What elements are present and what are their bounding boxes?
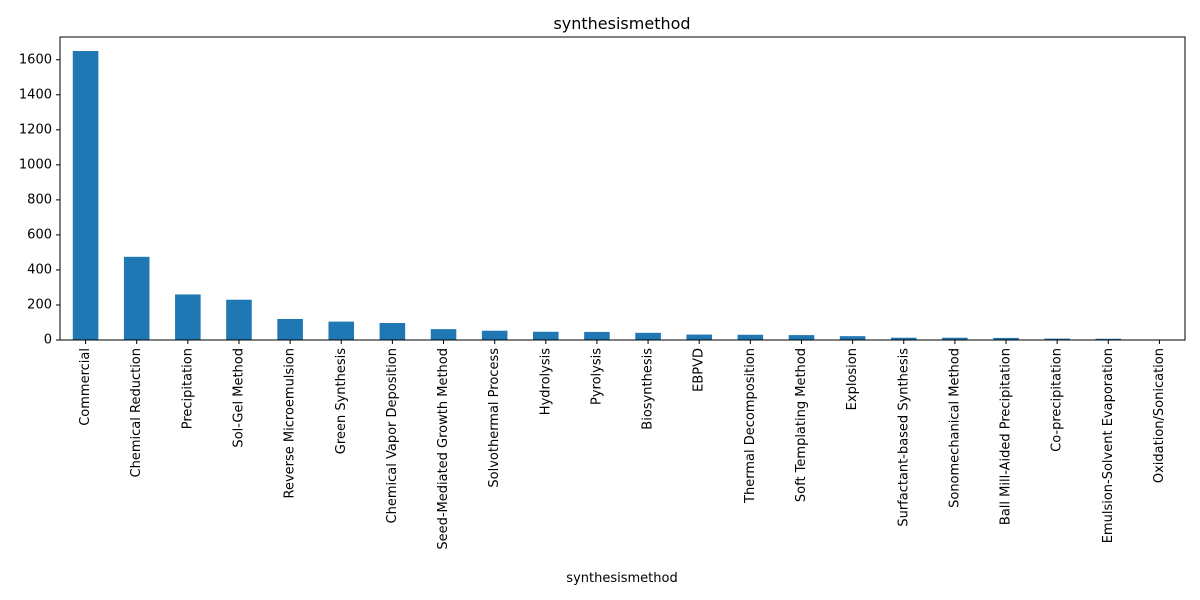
plot-frame xyxy=(59,36,1186,341)
x-tick-label: Co-precipitation xyxy=(1050,348,1065,452)
bar xyxy=(123,256,150,340)
bar xyxy=(72,51,99,340)
x-tick-label: Oxidation/Sonication xyxy=(1152,348,1167,483)
y-tick-label: 200 xyxy=(27,297,52,312)
x-tick-label: Surfactant-based Synthesis xyxy=(896,348,911,527)
x-tick-label: Solvothermal Process xyxy=(487,348,502,488)
x-tick-label: Sonomechanical Method xyxy=(947,348,962,508)
y-tick-label: 0 xyxy=(44,333,52,348)
x-tick-label: Emulsion-Solvent Evaporation xyxy=(1101,348,1116,543)
x-tick-label: Sol-Gel Method xyxy=(231,348,246,448)
y-tick-label: 1400 xyxy=(19,87,52,102)
x-tick-label: Explosion xyxy=(845,348,860,410)
x-tick-label: Soft Templating Method xyxy=(794,348,809,502)
bar xyxy=(635,332,661,340)
y-tick-label: 800 xyxy=(27,192,52,207)
bar xyxy=(175,294,201,340)
x-tick-label: Chemical Vapor Deposition xyxy=(385,348,400,523)
x-tick-label: Green Synthesis xyxy=(334,348,349,454)
bar xyxy=(533,331,559,340)
x-tick-label: Ball Mill-Aided Precipitation xyxy=(999,348,1014,525)
bar xyxy=(226,299,252,340)
x-axis-label: synthesismethod xyxy=(566,571,677,586)
x-tick-label: Biosynthesis xyxy=(641,348,656,430)
bar xyxy=(686,334,712,340)
bar xyxy=(584,331,610,340)
bars-group xyxy=(72,51,1173,340)
bar xyxy=(737,334,764,340)
bar xyxy=(481,330,508,340)
x-tick-label: EBPVD xyxy=(692,348,707,392)
y-tick-label: 1200 xyxy=(19,122,52,137)
bar xyxy=(328,321,355,340)
bar xyxy=(1044,338,1070,340)
y-axis: 0 200 400 600 800 1000 1200 1400 1600 xyxy=(19,52,60,348)
x-tick-label: Thermal Decomposition xyxy=(743,348,758,504)
x-tick-label: Pyrolysis xyxy=(589,348,604,405)
bar xyxy=(1095,338,1122,340)
bar xyxy=(277,318,303,340)
bar xyxy=(890,337,917,340)
x-tick-label: Commercial xyxy=(78,348,93,426)
y-tick-label: 1000 xyxy=(19,157,52,172)
y-tick-label: 1600 xyxy=(19,52,52,67)
x-tick-label: Hydrolysis xyxy=(538,348,553,415)
bar xyxy=(788,335,815,340)
bar xyxy=(942,337,968,340)
bar xyxy=(379,323,406,340)
bar xyxy=(430,329,457,340)
y-tick-label: 600 xyxy=(27,227,52,242)
x-tick-label: Precipitation xyxy=(180,348,195,429)
x-tick-label: Reverse Microemulsion xyxy=(283,348,298,498)
y-tick-label: 400 xyxy=(27,262,52,277)
x-tick-label: Chemical Reduction xyxy=(129,348,144,477)
x-axis: Commercial Chemical Reduction Precipitatio… xyxy=(78,340,1167,550)
bar xyxy=(839,336,866,340)
chart-title: synthesismethod xyxy=(553,14,690,33)
x-tick-label: Seed-Mediated Growth Method xyxy=(436,348,451,550)
bar xyxy=(993,337,1019,340)
